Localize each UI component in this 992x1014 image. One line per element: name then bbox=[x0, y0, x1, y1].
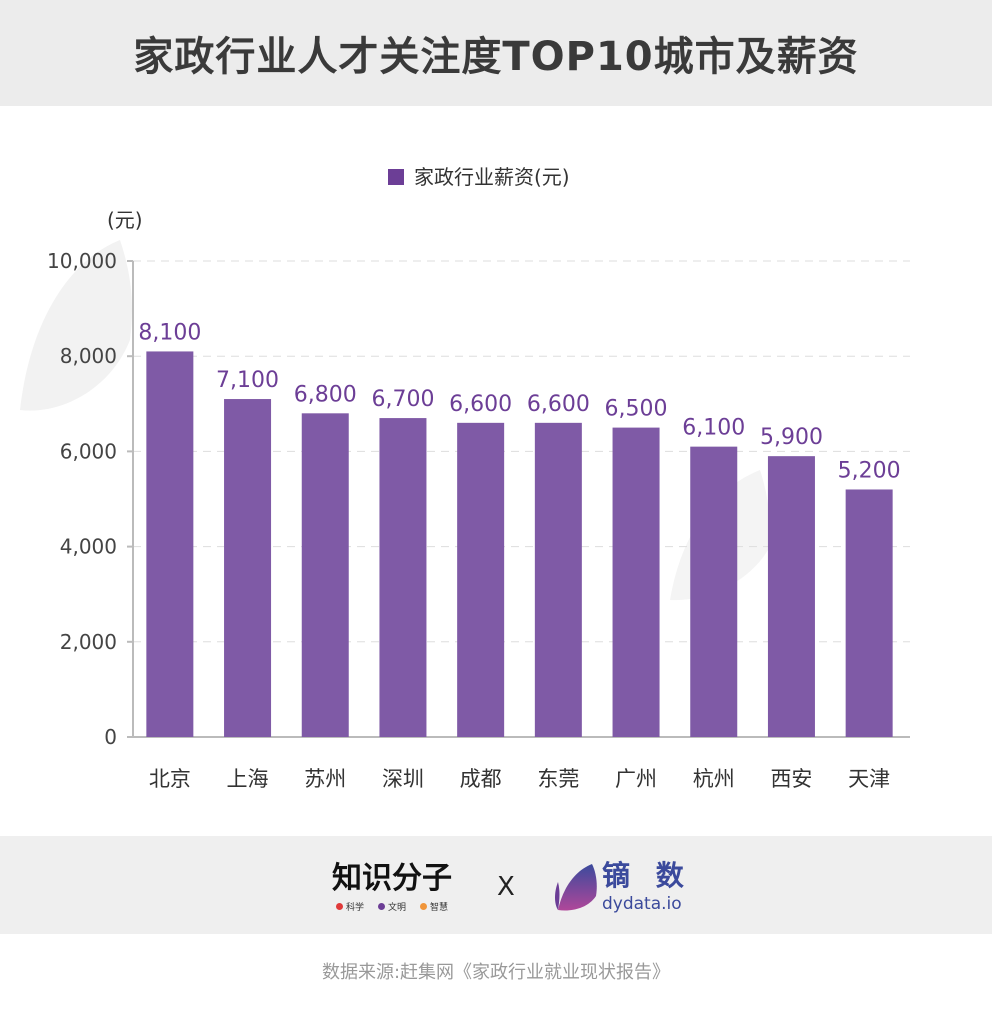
x-tick-label: 西安 bbox=[770, 767, 812, 791]
data-label: 8,100 bbox=[138, 320, 201, 345]
bar bbox=[224, 399, 272, 737]
data-label: 6,700 bbox=[371, 387, 434, 412]
y-tick-label: 10,000 bbox=[47, 249, 117, 273]
data-label: 7,100 bbox=[216, 368, 279, 393]
butterfly-icon bbox=[555, 864, 597, 911]
brand2-cn: 镝 数 bbox=[602, 859, 692, 892]
bar bbox=[612, 427, 660, 737]
legend-swatch bbox=[388, 169, 404, 185]
page-title: 家政行业人才关注度TOP10城市及薪资 bbox=[133, 34, 859, 80]
data-label: 5,900 bbox=[760, 425, 823, 450]
bar bbox=[845, 489, 893, 737]
y-tick-label: 8,000 bbox=[60, 344, 117, 368]
bar bbox=[767, 456, 815, 737]
bar-chart: 0 2,000 4,000 6,000 8,000 10,000 8,100 北京 7,100 上… bbox=[47, 249, 910, 791]
x-tick-label: 广州 bbox=[615, 767, 657, 791]
x-tick-label: 深圳 bbox=[382, 767, 424, 791]
tag: 智慧 bbox=[420, 902, 448, 914]
bar bbox=[534, 422, 582, 737]
legend-label: 家政行业薪资(元) bbox=[414, 165, 570, 189]
data-label: 6,800 bbox=[294, 382, 357, 407]
title-bar: 家政行业人才关注度TOP10城市及薪资 bbox=[0, 0, 992, 106]
x-tick-label: 上海 bbox=[227, 767, 269, 791]
data-label: 6,500 bbox=[605, 397, 668, 422]
x-tick-label: 杭州 bbox=[693, 767, 735, 791]
data-label: 6,600 bbox=[527, 392, 590, 417]
data-label: 5,200 bbox=[838, 458, 901, 483]
footer bbox=[0, 836, 992, 934]
separator: X bbox=[497, 872, 515, 902]
x-tick-label: 东莞 bbox=[537, 767, 579, 791]
dydata-logo: 镝 数 dydata.io bbox=[552, 860, 692, 916]
y-tick-label: 0 bbox=[104, 725, 117, 749]
y-axis-unit: (元) bbox=[107, 208, 143, 232]
data-label: 6,600 bbox=[449, 392, 512, 417]
bar bbox=[146, 351, 194, 737]
zhishifenzi-logo: 知识分子 bbox=[332, 861, 452, 896]
bar bbox=[379, 418, 427, 737]
data-label: 6,100 bbox=[682, 416, 745, 441]
tag: 文明 bbox=[378, 902, 406, 914]
x-tick-label: 天津 bbox=[848, 767, 890, 791]
bar bbox=[690, 446, 738, 737]
y-tick-label: 4,000 bbox=[60, 535, 117, 559]
y-tick-label: 6,000 bbox=[60, 439, 117, 463]
tag: 科学 bbox=[336, 902, 364, 914]
data-source: 数据来源:赶集网《家政行业就业现状报告》 bbox=[321, 962, 671, 983]
brand2-en: dydata.io bbox=[602, 894, 682, 914]
y-tick-label: 2,000 bbox=[60, 630, 117, 654]
brand-tags: 科学 文明 智慧 bbox=[336, 902, 448, 914]
x-tick-label: 成都 bbox=[460, 767, 502, 791]
x-tick-label: 苏州 bbox=[304, 767, 346, 791]
bar bbox=[457, 422, 505, 737]
chart-legend: 家政行业薪资(元) bbox=[388, 165, 570, 189]
bar bbox=[301, 413, 349, 737]
x-tick-label: 北京 bbox=[149, 767, 191, 791]
